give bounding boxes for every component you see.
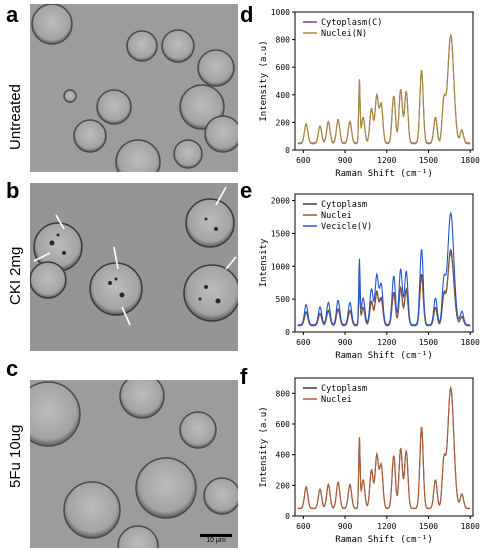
y-tick-label: 400 [276, 91, 291, 100]
spectrum-chart-e: 600 900 1200 1500 1800 0 500 1000 1500 2000 Raman … [255, 182, 485, 362]
row-label-cki: CKI 2mg [7, 246, 24, 305]
x-tick-label: 1200 [377, 156, 396, 165]
cells-b [30, 198, 238, 322]
y-tick-label: 800 [276, 389, 291, 398]
micrograph-untreated [30, 4, 238, 172]
y-axis-label: Intensity (a.u) [259, 406, 269, 487]
legend-label: Vecicle(V) [321, 222, 372, 232]
panel-letter-f: f [240, 364, 248, 389]
series-line-1 [297, 252, 471, 327]
scale-bar: 10 μm [200, 534, 232, 544]
panel-letter-c: c [6, 356, 19, 381]
plot-frame [294, 193, 474, 333]
micrograph-5fu: 10 μm [30, 380, 238, 548]
y-axis-label: Intensity [259, 238, 269, 287]
y-tick-label: 1000 [271, 262, 290, 271]
legend-label: Nuclei(N) [321, 29, 367, 39]
x-axis-label: Raman Shift (cm⁻¹) [335, 169, 433, 179]
x-tick-label: 1800 [461, 338, 480, 347]
y-tick-label: 0 [285, 328, 290, 337]
x-tick-label: 1200 [377, 338, 396, 347]
series-line-1 [297, 32, 471, 145]
plot-frame [294, 11, 474, 151]
spectrum-chart-f: 600 900 1200 1500 1800 0 200 400 600 800 Raman Shi… [255, 366, 485, 546]
vesicle-dots [49, 217, 221, 304]
y-tick-label: 2000 [271, 197, 290, 206]
y-tick-label: 1000 [271, 8, 290, 17]
series-line-2 [297, 211, 471, 326]
y-tick-label: 800 [276, 36, 291, 45]
y-tick-label: 500 [276, 295, 291, 304]
x-tick-label: 1800 [461, 156, 480, 165]
legend-label: Nuclei [321, 395, 352, 405]
x-tick-label: 900 [338, 522, 353, 531]
x-tick-label: 600 [296, 156, 311, 165]
micrograph-cki [30, 183, 238, 351]
panel-letter-e: e [240, 178, 253, 203]
y-tick-label: 0 [285, 146, 290, 155]
series-line-1 [297, 385, 471, 510]
y-tick-label: 200 [276, 118, 291, 127]
x-tick-label: 1500 [419, 522, 438, 531]
panel-letter-b: b [6, 178, 20, 203]
x-tick-label: 900 [338, 338, 353, 347]
x-tick-label: 1200 [377, 522, 396, 531]
x-axis-label: Raman Shift (cm⁻¹) [335, 535, 433, 545]
x-tick-label: 600 [296, 522, 311, 531]
plot-frame [294, 377, 474, 517]
row-label-untreated: Untreated [7, 84, 24, 150]
x-tick-label: 1500 [419, 338, 438, 347]
x-tick-label: 1800 [461, 522, 480, 531]
y-tick-label: 1500 [271, 229, 290, 238]
y-axis-label: Intensity (a.u) [259, 40, 269, 121]
x-tick-label: 900 [338, 156, 353, 165]
legend-label: Cytoplasm(C) [321, 18, 382, 28]
legend-label: Nuclei [321, 211, 352, 221]
x-tick-label: 600 [296, 338, 311, 347]
y-tick-label: 200 [276, 481, 291, 490]
panel-letter-d: d [240, 2, 254, 27]
legend-label: Cytoplasm [321, 200, 367, 210]
cells-a [31, 4, 238, 172]
arrow-icons [33, 186, 237, 326]
scale-bar-label: 10 μm [206, 537, 226, 544]
x-axis-label: Raman Shift (cm⁻¹) [335, 351, 433, 361]
cells-c [30, 380, 238, 548]
y-tick-label: 600 [276, 420, 291, 429]
series-line-0 [297, 33, 471, 144]
y-tick-label: 600 [276, 63, 291, 72]
spectrum-chart-d: 600 900 1200 1500 1800 0 200 400 600 800 1000 Raman… [255, 0, 485, 180]
legend-label: Cytoplasm [321, 384, 367, 394]
panel-letter-a: a [6, 2, 19, 27]
series-line-0 [297, 386, 471, 509]
x-tick-label: 1500 [419, 156, 438, 165]
row-label-5fu: 5Fu 10ug [7, 424, 24, 488]
y-tick-label: 400 [276, 451, 291, 460]
y-tick-label: 0 [285, 512, 290, 521]
